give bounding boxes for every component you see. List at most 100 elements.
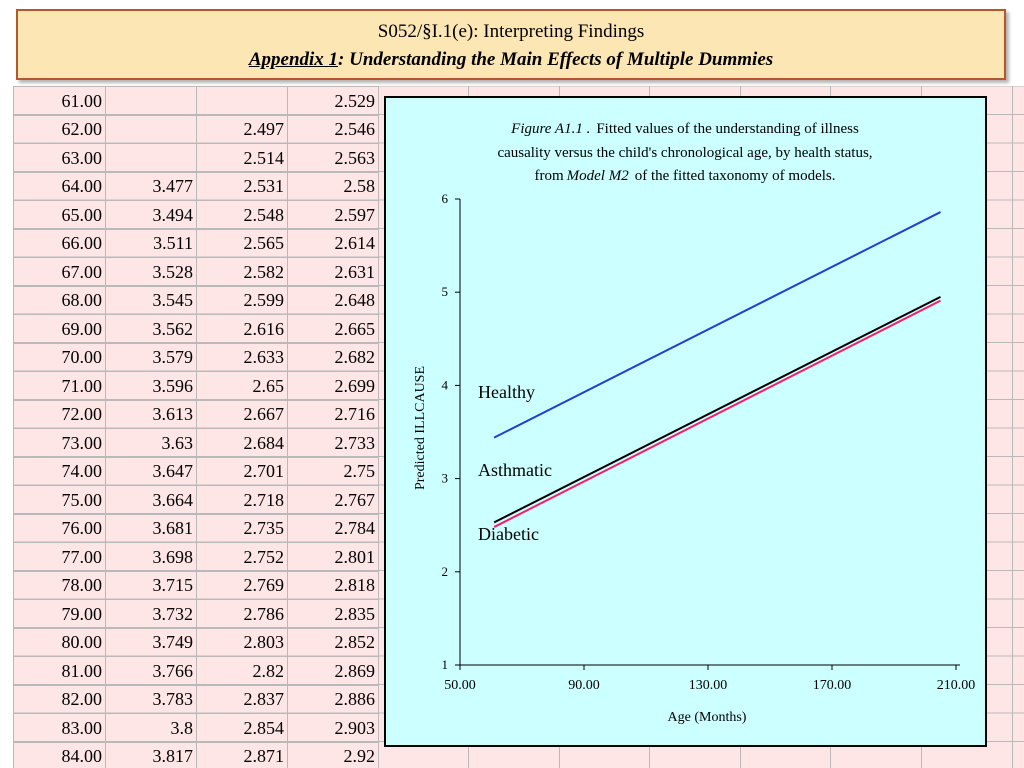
table-cell[interactable]: 3.545 [105, 285, 197, 315]
table-cell[interactable] [105, 114, 197, 144]
table-cell[interactable]: 3.63 [105, 428, 197, 458]
table-cell[interactable] [196, 86, 288, 116]
table-cell[interactable]: 2.665 [287, 314, 379, 344]
table-cell[interactable]: 3.749 [105, 627, 197, 657]
table-cell[interactable]: 2.786 [196, 599, 288, 629]
table-cell[interactable]: 2.835 [287, 599, 379, 629]
table-cell[interactable]: 74.00 [13, 456, 106, 486]
table-cell[interactable]: 3.528 [105, 257, 197, 287]
table-cell[interactable]: 3.8 [105, 713, 197, 743]
table-cell[interactable]: 3.817 [105, 741, 197, 768]
table-cell[interactable]: 76.00 [13, 513, 106, 543]
table-cell[interactable]: 3.647 [105, 456, 197, 486]
table-cell[interactable]: 79.00 [13, 599, 106, 629]
table-cell[interactable]: 65.00 [13, 200, 106, 230]
table-cell[interactable]: 82.00 [13, 684, 106, 714]
table-cell[interactable]: 3.477 [105, 171, 197, 201]
table-cell[interactable]: 3.664 [105, 485, 197, 515]
fitted-values-chart: Figure A1.1 . Fitted values of the unders… [413, 121, 976, 725]
table-cell[interactable]: 3.562 [105, 314, 197, 344]
table-cell[interactable]: 2.548 [196, 200, 288, 230]
table-cell[interactable]: 3.511 [105, 228, 197, 258]
table-cell[interactable]: 2.82 [196, 656, 288, 686]
table-cell[interactable]: 2.701 [196, 456, 288, 486]
table-cell[interactable]: 2.718 [196, 485, 288, 515]
table-cell[interactable]: 3.783 [105, 684, 197, 714]
table-cell[interactable]: 67.00 [13, 257, 106, 287]
table-cell[interactable]: 2.682 [287, 342, 379, 372]
table-cell[interactable] [105, 143, 197, 173]
table-cell[interactable]: 73.00 [13, 428, 106, 458]
table-cell[interactable]: 2.699 [287, 371, 379, 401]
table-cell[interactable]: 2.514 [196, 143, 288, 173]
table-cell[interactable]: 2.631 [287, 257, 379, 287]
table-cell[interactable]: 2.803 [196, 627, 288, 657]
table-cell[interactable]: 2.529 [287, 86, 379, 116]
table-cell[interactable]: 2.903 [287, 713, 379, 743]
table-cell[interactable]: 78.00 [13, 570, 106, 600]
table-cell[interactable]: 2.65 [196, 371, 288, 401]
table-cell[interactable]: 3.596 [105, 371, 197, 401]
table-cell[interactable]: 75.00 [13, 485, 106, 515]
table-cell[interactable]: 83.00 [13, 713, 106, 743]
x-tick-label: 210.00 [937, 678, 976, 693]
table-cell[interactable]: 2.871 [196, 741, 288, 768]
table-cell[interactable]: 3.681 [105, 513, 197, 543]
table-cell[interactable]: 3.698 [105, 542, 197, 572]
table-cell[interactable]: 2.767 [287, 485, 379, 515]
table-cell[interactable]: 2.733 [287, 428, 379, 458]
table-cell[interactable]: 66.00 [13, 228, 106, 258]
table-cell[interactable]: 2.769 [196, 570, 288, 600]
table-cell[interactable]: 70.00 [13, 342, 106, 372]
table-cell[interactable]: 2.75 [287, 456, 379, 486]
table-cell[interactable]: 2.546 [287, 114, 379, 144]
table-cell[interactable] [105, 86, 197, 116]
table-cell[interactable]: 2.614 [287, 228, 379, 258]
table-cell[interactable]: 3.613 [105, 399, 197, 429]
table-cell[interactable]: 2.565 [196, 228, 288, 258]
table-cell[interactable]: 63.00 [13, 143, 106, 173]
y-tick-label: 5 [442, 284, 449, 299]
table-cell[interactable]: 3.579 [105, 342, 197, 372]
healthy-series-label: Healthy [478, 382, 535, 402]
table-cell[interactable]: 64.00 [13, 171, 106, 201]
table-cell[interactable]: 3.494 [105, 200, 197, 230]
table-cell[interactable]: 2.531 [196, 171, 288, 201]
table-cell[interactable]: 2.58 [287, 171, 379, 201]
table-cell[interactable]: 2.563 [287, 143, 379, 173]
table-cell[interactable]: 2.716 [287, 399, 379, 429]
table-cell[interactable]: 2.852 [287, 627, 379, 657]
table-cell[interactable]: 2.597 [287, 200, 379, 230]
table-cell[interactable]: 2.497 [196, 114, 288, 144]
table-cell[interactable]: 2.599 [196, 285, 288, 315]
table-cell[interactable]: 72.00 [13, 399, 106, 429]
table-cell[interactable]: 62.00 [13, 114, 106, 144]
table-cell[interactable]: 2.886 [287, 684, 379, 714]
table-cell[interactable]: 2.801 [287, 542, 379, 572]
table-cell[interactable]: 81.00 [13, 656, 106, 686]
table-cell[interactable]: 3.715 [105, 570, 197, 600]
table-cell[interactable]: 2.869 [287, 656, 379, 686]
table-cell[interactable]: 68.00 [13, 285, 106, 315]
table-cell[interactable]: 2.667 [196, 399, 288, 429]
table-cell[interactable]: 2.854 [196, 713, 288, 743]
table-cell[interactable]: 77.00 [13, 542, 106, 572]
table-cell[interactable]: 61.00 [13, 86, 106, 116]
table-cell[interactable]: 2.735 [196, 513, 288, 543]
table-cell[interactable]: 69.00 [13, 314, 106, 344]
table-cell[interactable]: 2.633 [196, 342, 288, 372]
table-cell[interactable]: 2.837 [196, 684, 288, 714]
table-cell[interactable]: 3.732 [105, 599, 197, 629]
table-cell[interactable]: 2.752 [196, 542, 288, 572]
table-cell[interactable]: 71.00 [13, 371, 106, 401]
table-cell[interactable]: 84.00 [13, 741, 106, 768]
table-cell[interactable]: 2.616 [196, 314, 288, 344]
table-cell[interactable]: 2.818 [287, 570, 379, 600]
table-cell[interactable]: 2.582 [196, 257, 288, 287]
table-cell[interactable]: 80.00 [13, 627, 106, 657]
table-cell[interactable]: 2.684 [196, 428, 288, 458]
table-cell[interactable]: 2.784 [287, 513, 379, 543]
table-cell[interactable]: 2.92 [287, 741, 379, 768]
table-cell[interactable]: 3.766 [105, 656, 197, 686]
table-cell[interactable]: 2.648 [287, 285, 379, 315]
